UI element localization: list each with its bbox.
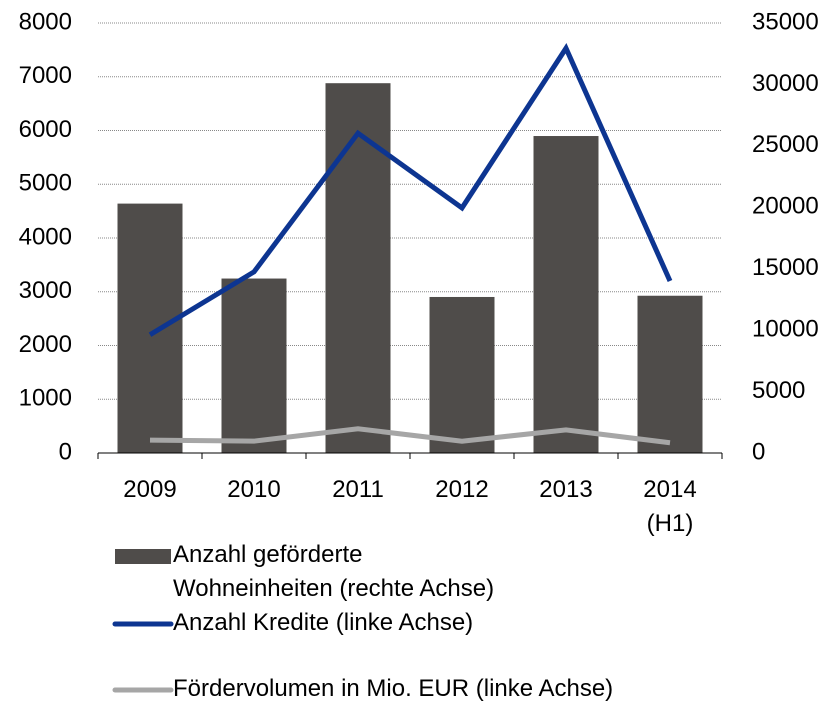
y2-tick-label: 0 [752, 438, 765, 465]
x-tick-label: 2010 [227, 476, 281, 503]
x-tick-label: 2011 [332, 476, 384, 503]
y2-tick-label: 20000 [752, 193, 819, 220]
legend-label: Fördervolumen in Mio. EUR (linke Achse) [173, 675, 614, 702]
bar [637, 295, 703, 453]
y-tick-label: 5000 [19, 170, 72, 197]
y-tick-label: 8000 [19, 8, 72, 35]
bar [221, 278, 287, 453]
y-tick-label: 2000 [19, 331, 72, 358]
x-tick-label: 2013 [539, 476, 593, 503]
x-tick-label: 2014 (H1) [643, 476, 697, 537]
y-tick-label: 6000 [19, 116, 72, 143]
y-tick-label: 7000 [19, 62, 72, 89]
y2-tick-label: 25000 [752, 131, 819, 158]
y2-tick-label: 10000 [752, 315, 819, 342]
bar [533, 136, 599, 453]
bar [325, 83, 391, 453]
bar [117, 203, 183, 453]
x-tick-label: 2012 [435, 476, 489, 503]
x-tick-label: 2009 [123, 476, 177, 503]
y2-tick-label: 35000 [752, 8, 819, 35]
y-tick-label: 0 [59, 438, 72, 465]
y2-tick-label: 15000 [752, 254, 819, 281]
bar [429, 296, 495, 453]
y-tick-label: 4000 [19, 223, 72, 250]
line [148, 43, 673, 337]
legend-swatch [115, 549, 171, 564]
legend-label: Anzahl geförderte Wohneinheiten (rechte … [173, 541, 495, 602]
y-tick-label: 1000 [19, 385, 72, 412]
y2-tick-label: 30000 [752, 70, 819, 97]
y2-tick-label: 5000 [752, 377, 805, 404]
line [149, 426, 671, 446]
y-tick-label: 3000 [19, 277, 72, 304]
legend-label: Anzahl Kredite (linke Achse) [173, 609, 474, 636]
